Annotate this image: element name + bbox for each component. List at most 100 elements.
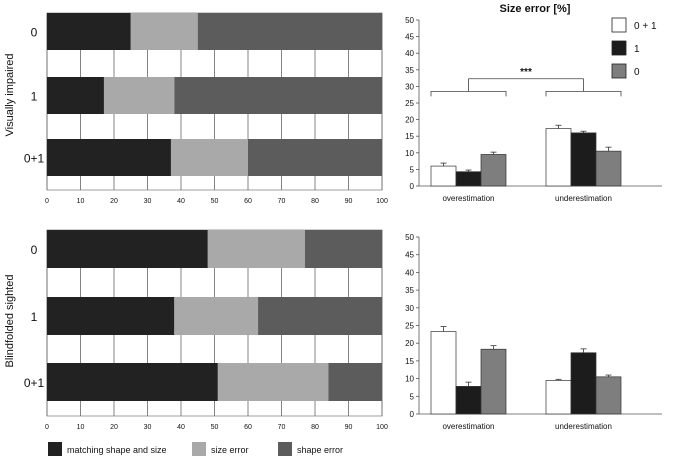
legend-swatch-shape-error [278, 442, 292, 456]
bar-1 [570, 132, 597, 187]
segment-matching [47, 363, 218, 401]
legend-label-0: 0 [634, 67, 640, 78]
y-tick-label: 20 [405, 339, 414, 348]
bar-1 [455, 171, 482, 187]
x-tick-label: 10 [77, 424, 85, 431]
x-tick-label: 50 [211, 424, 219, 431]
y-tick-label: 45 [405, 251, 414, 260]
x-category-label: underestimation [555, 422, 612, 431]
category-label: 0+1 [24, 152, 45, 166]
bracket-overestimation [430, 90, 507, 97]
segment-shape-error [304, 230, 382, 268]
segment-matching [47, 139, 171, 176]
x-tick-label: 100 [376, 424, 388, 431]
category-label: 1 [31, 310, 38, 324]
y-tick-label: 30 [405, 82, 414, 91]
x-tick-label: 20 [110, 198, 118, 205]
significance-annotation: *** [520, 67, 532, 78]
x-tick-label: 0 [45, 424, 49, 431]
y-tick-label: 20 [405, 116, 414, 125]
y-tick-label: 10 [405, 149, 414, 158]
y-tick-label: 10 [405, 375, 414, 384]
bar-0plus1 [545, 128, 572, 187]
bar-0 [480, 154, 507, 187]
segment-size-error [174, 297, 259, 335]
x-category-label: underestimation [555, 194, 612, 203]
x-category-label: overestimation [442, 194, 494, 203]
y-tick-label: 45 [405, 33, 414, 42]
category-label: 0 [31, 26, 38, 40]
x-tick-label: 100 [376, 198, 388, 205]
y-tick-label: 40 [405, 49, 414, 58]
legend-swatch-size-error [192, 442, 206, 456]
segment-matching [47, 77, 104, 114]
group-label-blindfolded-sighted: Blindfolded sighted [4, 275, 16, 368]
segment-size-error [130, 13, 198, 50]
y-tick-label: 15 [405, 357, 414, 366]
segment-size-error [103, 77, 175, 114]
y-tick-label: 40 [405, 268, 414, 277]
legend-swatch-0 [611, 63, 627, 79]
segment-shape-error [258, 297, 382, 335]
segment-shape-error [328, 363, 382, 401]
bracket-underestimation [545, 90, 622, 97]
x-tick-label: 50 [211, 198, 219, 205]
stacked-chart-blindfolded-sighted: 0 10 20 30 40 50 60 70 80 90 100 0 1 0+1 [24, 229, 388, 431]
x-tick-label: 30 [144, 424, 152, 431]
x-category-label: overestimation [442, 422, 494, 431]
bar-1 [455, 386, 482, 415]
x-tick-label: 40 [177, 424, 185, 431]
category-label: 0 [31, 243, 38, 257]
segment-size-error [217, 363, 329, 401]
size-error-chart-blindfolded-sighted: 0 5 10 15 20 25 30 35 40 45 50 overestimation undere… [405, 233, 662, 431]
x-tick-label: 40 [177, 198, 185, 205]
legend-label-matching: matching shape and size [67, 445, 167, 455]
segment-matching [47, 13, 131, 50]
x-tick-label: 10 [77, 198, 85, 205]
legend-label-0plus1: 0 + 1 [634, 21, 657, 32]
bar-0 [595, 150, 622, 187]
group-label-visually-impaired: Visually impaired [4, 54, 16, 137]
legend-swatch-0plus1 [611, 17, 627, 33]
segment-shape-error [248, 139, 382, 176]
x-tick-label: 90 [345, 198, 353, 205]
segment-matching [47, 297, 175, 335]
bar-1 [570, 352, 597, 415]
y-tick-label: 15 [405, 132, 414, 141]
segment-size-error [170, 139, 248, 176]
y-tick-label: 5 [410, 392, 415, 401]
segment-matching [47, 230, 208, 268]
x-tick-label: 30 [144, 198, 152, 205]
bar-0plus1 [430, 165, 457, 187]
segment-shape-error [197, 13, 382, 50]
x-tick-label: 70 [278, 198, 286, 205]
y-tick-label: 5 [410, 165, 415, 174]
series-legend: 0 + 1 1 0 [611, 17, 657, 79]
x-tick-label: 0 [45, 198, 49, 205]
y-tick-label: 0 [410, 182, 415, 191]
category-label: 0+1 [24, 376, 45, 390]
y-tick-label: 50 [405, 16, 414, 25]
x-tick-label: 60 [244, 424, 252, 431]
y-tick-label: 35 [405, 286, 414, 295]
bar-0 [595, 376, 622, 415]
y-tick-label: 0 [410, 410, 415, 419]
segment-shape-error [174, 77, 382, 114]
y-tick-label: 50 [405, 233, 414, 242]
bar-0plus1 [545, 380, 572, 415]
x-tick-label: 80 [311, 198, 319, 205]
y-tick-label: 35 [405, 66, 414, 75]
legend-label-shape-error: shape error [297, 445, 343, 455]
y-tick-label: 30 [405, 304, 414, 313]
significance-bracket [468, 78, 584, 92]
legend-label-size-error: size error [211, 445, 249, 455]
legend-label-1: 1 [634, 44, 640, 55]
legend-swatch-matching [48, 442, 62, 456]
y-tick-label: 25 [405, 322, 414, 331]
legend-swatch-1 [611, 40, 627, 56]
x-tick-label: 20 [110, 424, 118, 431]
category-legend: matching shape and size size error shape… [48, 442, 343, 456]
x-tick-label: 60 [244, 198, 252, 205]
